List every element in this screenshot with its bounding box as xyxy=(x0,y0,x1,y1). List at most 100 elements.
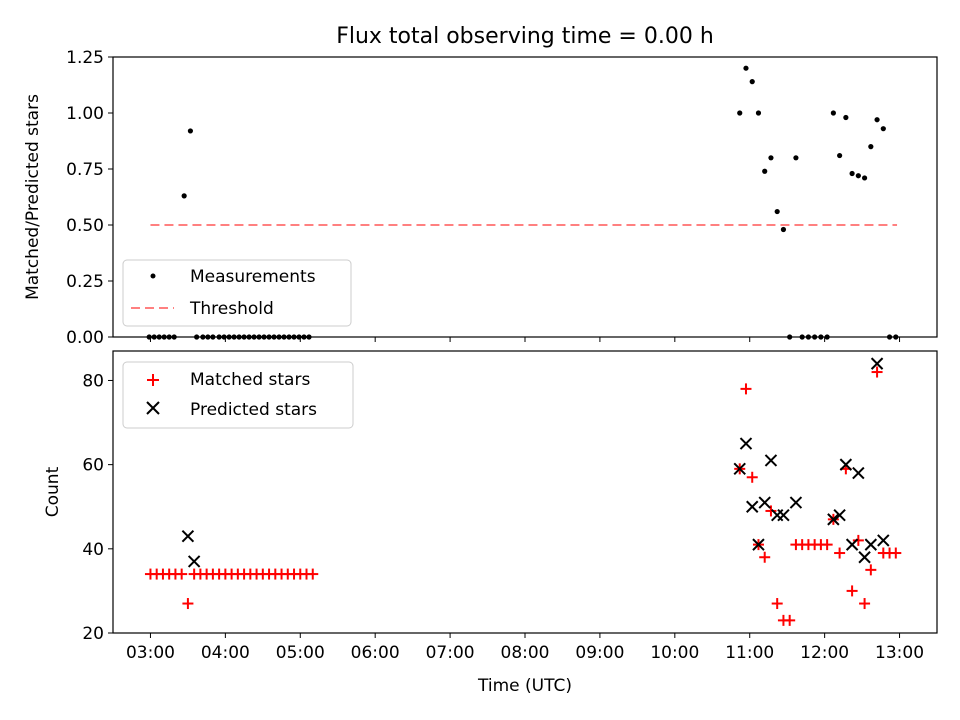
predicted-star-point xyxy=(181,529,195,543)
y-tick-label: 40 xyxy=(82,540,104,560)
bottom-axes-frame xyxy=(112,350,938,634)
x-marker-b xyxy=(839,458,853,471)
x-tick-label: 04:00 xyxy=(201,643,250,663)
measurement-point xyxy=(861,175,868,181)
y-tick-label: 0.00 xyxy=(66,328,104,348)
predicted-star-point xyxy=(845,538,859,551)
x-tick-label: 12:00 xyxy=(800,643,849,663)
measurement-point xyxy=(793,155,799,161)
matched-star-point xyxy=(890,547,902,559)
measurement-point xyxy=(737,110,743,116)
predicted-star-point xyxy=(858,551,871,564)
matched-star-point xyxy=(871,366,883,378)
predicted-star-point xyxy=(877,534,890,547)
measurement-point xyxy=(830,110,836,116)
predicted-star-point xyxy=(864,538,878,551)
x-marker-b xyxy=(752,538,765,551)
matched-star-points xyxy=(144,366,902,626)
x-marker-b xyxy=(852,466,865,480)
x-marker-b xyxy=(764,454,778,467)
measurement-point xyxy=(762,168,768,174)
x-axis-label: Time (UTC) xyxy=(477,676,572,696)
matched-star-point xyxy=(759,551,771,563)
matched-star-point xyxy=(859,598,871,610)
matched-star-point xyxy=(846,585,858,597)
matched-star-point xyxy=(834,547,846,559)
x-marker-b xyxy=(187,555,201,568)
x-tick-label: 11:00 xyxy=(725,643,774,663)
legend-predicted-label: Predicted stars xyxy=(190,400,317,420)
top-y-axis-label: Matched/Predicted stars xyxy=(23,94,43,300)
measurement-point xyxy=(837,152,843,159)
measurement-point xyxy=(868,144,874,150)
bottom-y-ticks: 20 40 60 80 xyxy=(82,371,113,644)
measurement-point xyxy=(743,65,749,71)
x-marker-b xyxy=(789,496,803,509)
predicted-star-point xyxy=(777,508,790,522)
bottom-y-axis-label: Count xyxy=(43,466,63,517)
legend-threshold-label: Threshold xyxy=(189,299,274,319)
x-marker-b xyxy=(858,551,871,564)
x-marker-b xyxy=(845,538,859,551)
y-tick-label: 60 xyxy=(82,456,104,476)
measurement-point xyxy=(749,79,755,85)
measurement-point xyxy=(774,208,780,215)
x-tick-label: 06:00 xyxy=(351,643,400,663)
x-tick-label: 05:00 xyxy=(276,643,325,663)
legend-measurements-label: Measurements xyxy=(190,267,316,287)
x-marker-b xyxy=(870,357,884,370)
legend-predicted-marker xyxy=(146,401,160,415)
x-tick-label: 03:00 xyxy=(126,643,175,663)
y-tick-label: 1.00 xyxy=(66,104,104,124)
matched-star-point xyxy=(821,539,833,551)
y-tick-label: 0.75 xyxy=(66,160,104,180)
y-tick-label: 80 xyxy=(82,371,104,391)
measurement-point xyxy=(780,226,787,233)
top-axes-frame xyxy=(112,56,938,338)
top-legend-box xyxy=(122,259,352,327)
y-tick-label: 20 xyxy=(82,624,104,644)
x-tick-label: 10:00 xyxy=(650,643,699,663)
bottom-x-ticks: 03:00 04:00 05:00 06:00 07:00 08:00 09:00 10:00… xyxy=(126,633,924,663)
predicted-star-point xyxy=(764,454,778,467)
y-tick-label: 0.25 xyxy=(66,272,104,292)
measurement-point xyxy=(768,155,774,161)
matched-star-point xyxy=(865,564,877,576)
predicted-star-point xyxy=(870,357,884,370)
legend-measurements-marker xyxy=(150,273,156,279)
top-legend: Measurements Threshold xyxy=(122,259,352,327)
predicted-star-point xyxy=(839,458,853,471)
matched-star-point xyxy=(852,534,864,546)
x-marker-b xyxy=(181,529,195,543)
measurement-point xyxy=(843,114,849,121)
x-tick-label: 13:00 xyxy=(875,643,924,663)
bottom-legend-box xyxy=(122,361,354,429)
x-marker-b xyxy=(746,500,759,513)
matched-star-point xyxy=(784,614,796,626)
predicted-star-point xyxy=(758,496,771,509)
y-tick-label: 1.25 xyxy=(66,48,104,68)
predicted-star-point xyxy=(733,462,746,476)
x-marker-b xyxy=(827,513,840,526)
matched-star-point xyxy=(740,383,752,395)
x-marker-b xyxy=(758,496,771,509)
predicted-star-points xyxy=(181,357,890,568)
x-marker-b xyxy=(864,538,878,551)
legend-matched-label: Matched stars xyxy=(190,370,310,390)
x-tick-label: 09:00 xyxy=(575,643,624,663)
measurement-point xyxy=(874,117,880,123)
top-panel: 0.00 0.25 0.50 0.75 1.00 1.25 Matched/Predict… xyxy=(23,48,938,348)
measurement-point xyxy=(880,126,886,132)
x-marker-b xyxy=(777,508,790,522)
predicted-star-point xyxy=(746,500,759,513)
predicted-star-point xyxy=(789,496,803,509)
top-y-ticks: 0.00 0.25 0.50 0.75 1.00 1.25 xyxy=(66,48,113,348)
measurement-point xyxy=(187,128,194,134)
x-tick-label: 08:00 xyxy=(501,643,550,663)
y-tick-label: 0.50 xyxy=(66,216,104,236)
predicted-star-point xyxy=(187,555,201,568)
x-marker-b xyxy=(733,462,746,476)
